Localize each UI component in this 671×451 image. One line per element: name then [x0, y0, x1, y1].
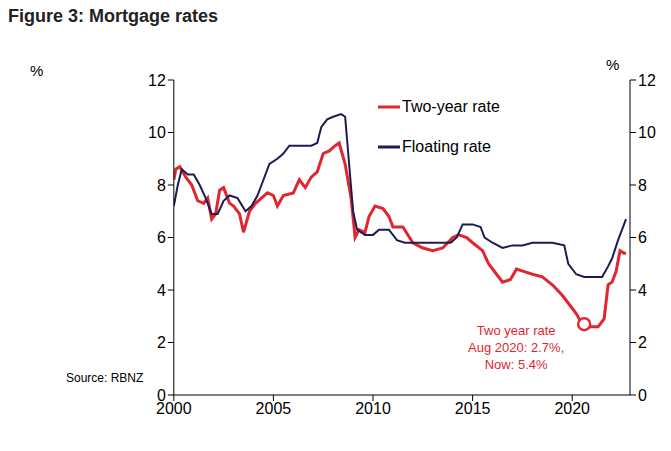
svg-text:10: 10: [638, 124, 656, 141]
svg-text:2000: 2000: [156, 400, 192, 418]
svg-text:2015: 2015: [455, 400, 491, 417]
html-text:Source: RBNZ: Source: RBNZ: [66, 371, 144, 385]
svg-text:10: 10: [148, 124, 166, 141]
html-text:Floating rate: Floating rate: [402, 138, 491, 155]
svg-text:2: 2: [638, 334, 647, 351]
svg-text:12: 12: [638, 72, 656, 89]
html-text:Two-year rate: Two-year rate: [402, 98, 500, 115]
svg-text:0: 0: [638, 387, 647, 404]
svg-text:Two year rate: Two year rate: [477, 323, 556, 338]
svg-text:6: 6: [157, 229, 166, 246]
svg-text:8: 8: [157, 177, 166, 194]
svg-text:2: 2: [157, 334, 166, 351]
html-text:Figure 3: Mortgage rates: Figure 3: Mortgage rates: [8, 6, 218, 26]
svg-text:6: 6: [638, 229, 647, 246]
svg-text:2020: 2020: [554, 400, 590, 417]
svg-text:4: 4: [157, 282, 166, 299]
svg-text:4: 4: [638, 282, 647, 299]
svg-text:Now: 5.4%: Now: 5.4%: [485, 357, 548, 372]
svg-text:0: 0: [157, 387, 166, 404]
svg-text:2010: 2010: [355, 400, 391, 417]
svg-text:8: 8: [638, 177, 647, 194]
svg-text:2005: 2005: [256, 400, 292, 417]
svg-text:12: 12: [148, 72, 166, 89]
svg-text:Aug 2020: 2.7%,: Aug 2020: 2.7%,: [468, 340, 564, 355]
